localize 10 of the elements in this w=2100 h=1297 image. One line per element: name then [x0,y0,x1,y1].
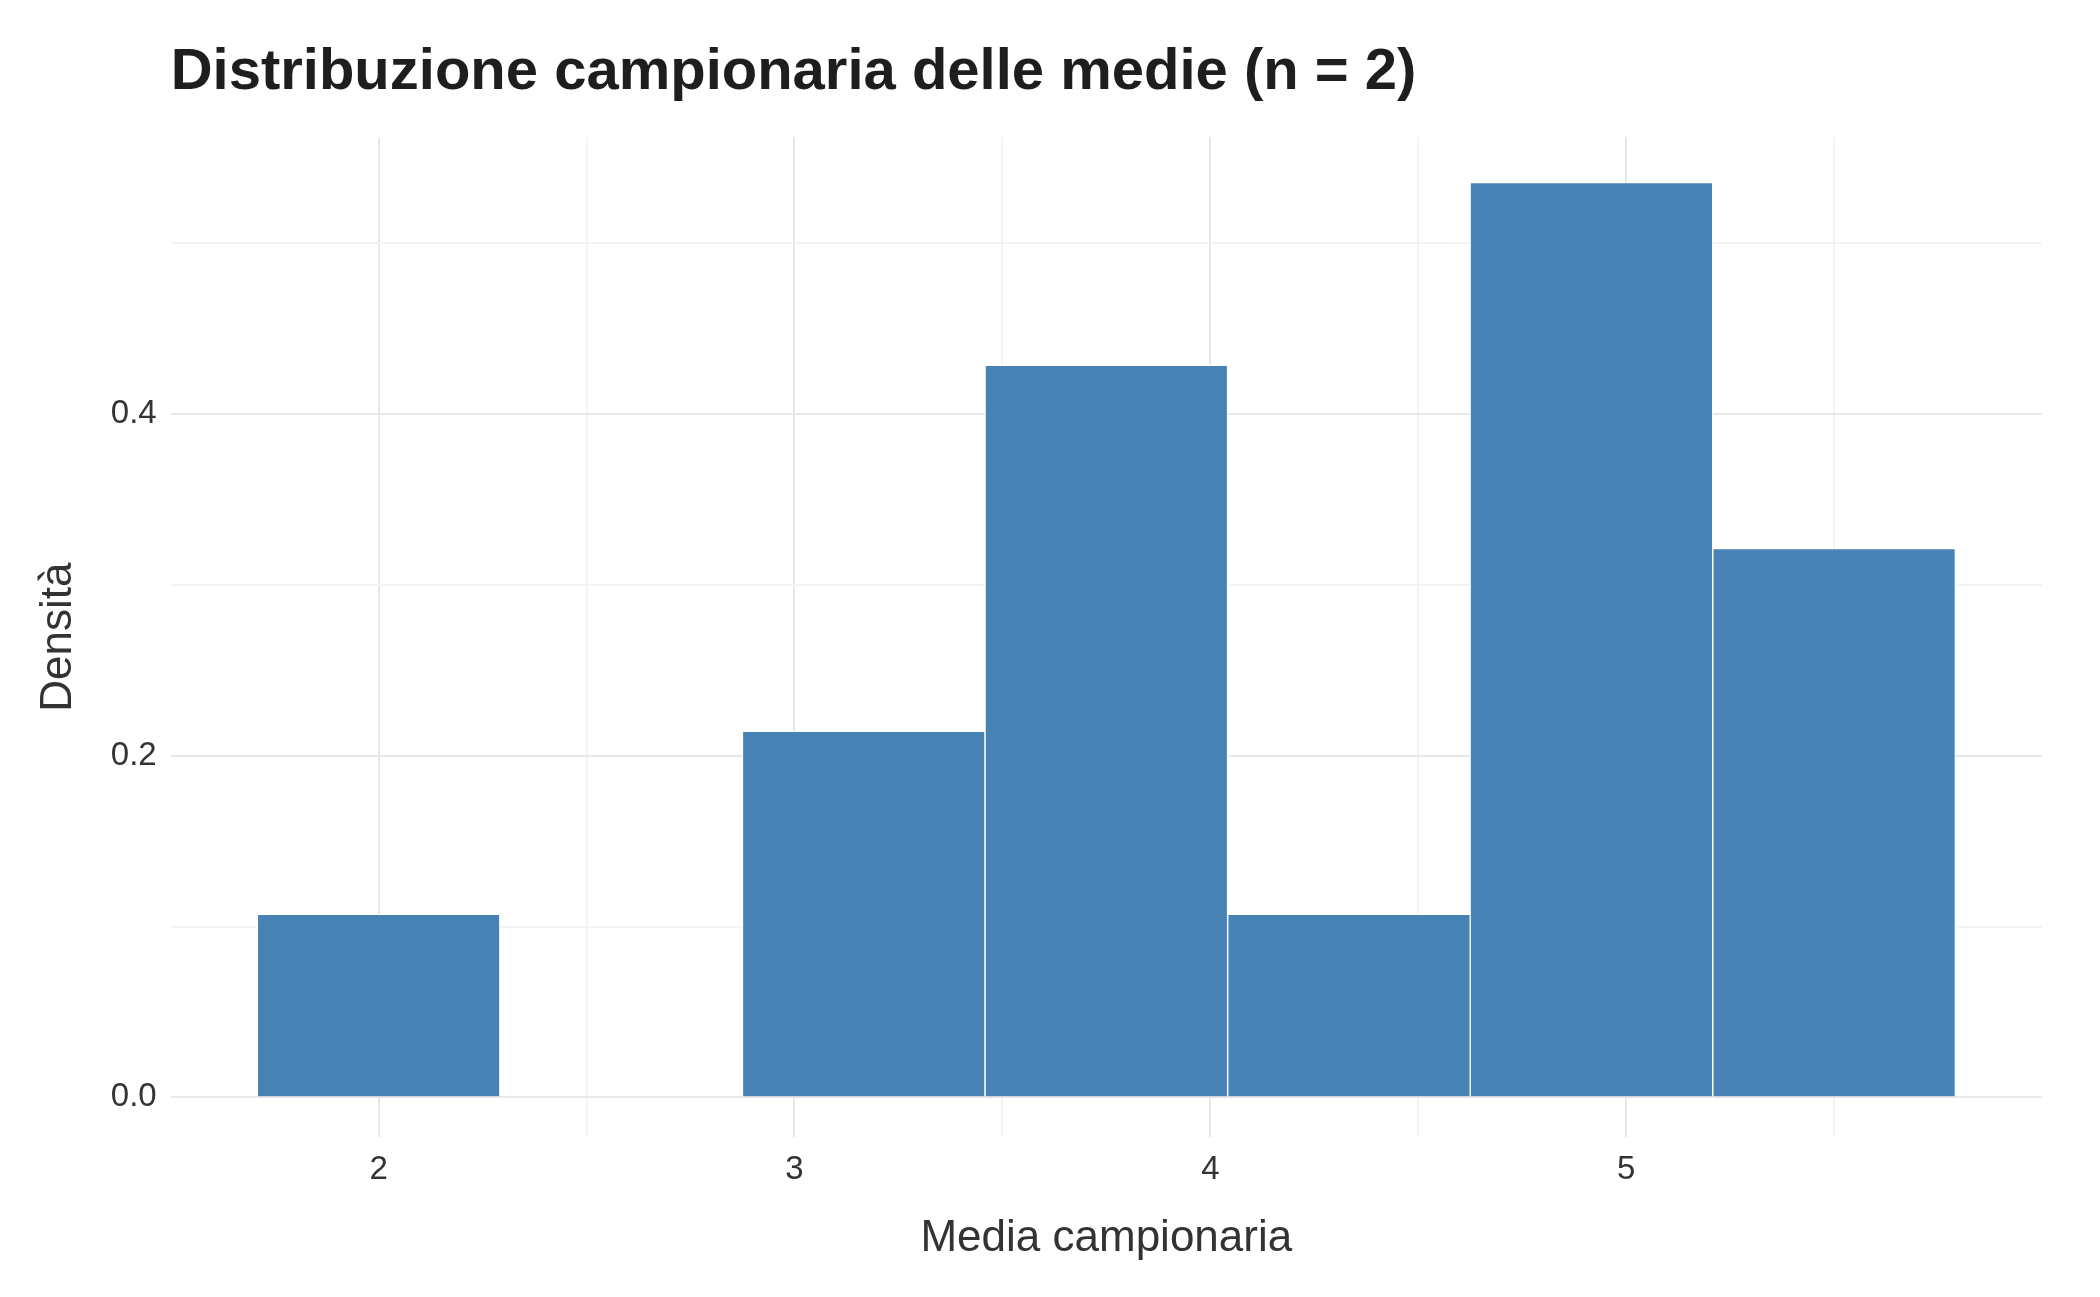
x-axis-title: Media campionaria [920,1210,1293,1260]
y-tick-label: 0.4 [110,393,157,431]
x-tick-label: 4 [1201,1149,1220,1187]
chart-title: Distribuzione campionaria delle medie (n = 2) [170,35,1417,101]
x-tick-label: 5 [1616,1149,1636,1187]
y-tick-label: 0.0 [110,1076,157,1114]
x-tick-label: 2 [369,1149,388,1187]
y-tick-label: 0.2 [110,734,157,772]
x-tick-label: 3 [785,1149,804,1187]
y-axis-title: Densità [30,561,80,712]
